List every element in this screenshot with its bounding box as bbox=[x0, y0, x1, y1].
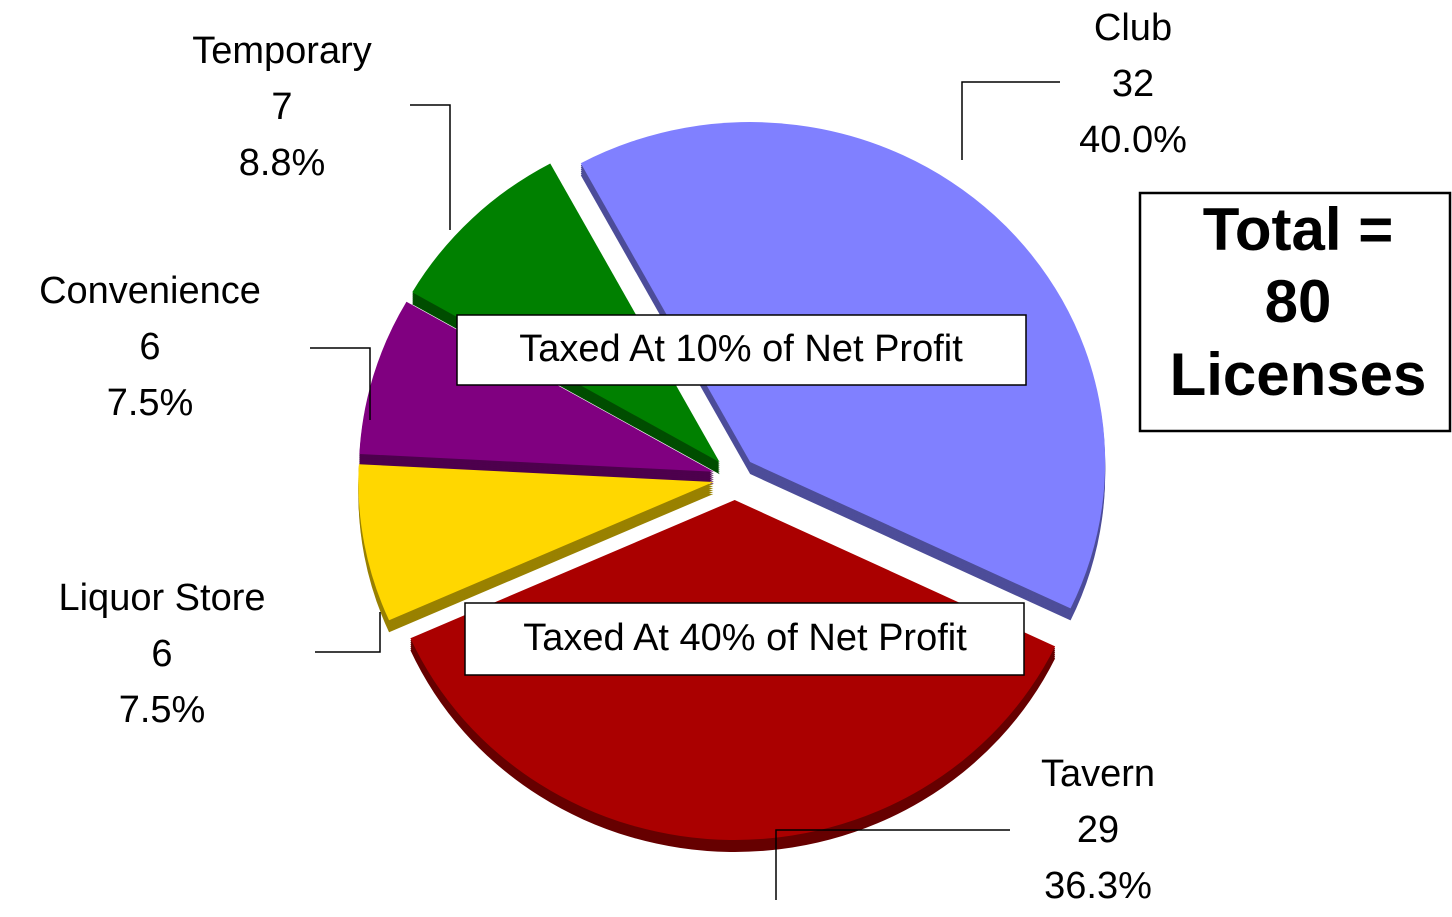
slice-category: Temporary bbox=[192, 30, 372, 72]
slice-percent: 7.5% bbox=[107, 382, 194, 424]
slice bbox=[359, 301, 714, 472]
slice-category: Tavern bbox=[1041, 753, 1155, 795]
annotation-box bbox=[456, 314, 1027, 386]
leader-line bbox=[961, 81, 1060, 160]
total-value: 80 bbox=[1265, 268, 1332, 335]
slice-percent: 7.5% bbox=[119, 689, 206, 731]
slice-category: Club bbox=[1094, 7, 1172, 49]
leader-line bbox=[315, 612, 381, 653]
total-box bbox=[1138, 191, 1452, 433]
leader-line bbox=[310, 347, 371, 420]
annotation: Taxed At 10% of Net Profit bbox=[519, 328, 963, 370]
pie bbox=[358, 122, 1106, 852]
slice-category: Liquor Store bbox=[58, 577, 265, 619]
slice bbox=[358, 464, 714, 621]
annotation: Taxed At 40% of Net Profit bbox=[523, 617, 967, 659]
leader-line bbox=[410, 104, 451, 230]
total-label: Total = bbox=[1203, 196, 1394, 263]
slice-value: 29 bbox=[1077, 809, 1119, 851]
total-unit: Licenses bbox=[1170, 341, 1427, 408]
annotation-box bbox=[464, 602, 1025, 676]
leader-line bbox=[775, 829, 1010, 900]
slice bbox=[412, 163, 720, 463]
slice-percent: 8.8% bbox=[239, 142, 326, 184]
slice-value: 6 bbox=[151, 633, 172, 675]
slice-category: Convenience bbox=[39, 270, 261, 312]
slice-value: 6 bbox=[139, 326, 160, 368]
slice-value: 7 bbox=[271, 86, 292, 128]
slice-percent: 36.3% bbox=[1044, 865, 1152, 907]
slice-value: 32 bbox=[1112, 63, 1154, 105]
labels: Club 32 40.0% Tavern 29 36.3% Liquor Store 6 7.5… bbox=[39, 7, 1187, 907]
slice-percent: 40.0% bbox=[1079, 119, 1187, 161]
